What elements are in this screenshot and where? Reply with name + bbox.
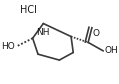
Text: OH: OH: [104, 46, 118, 55]
Text: HO: HO: [1, 42, 15, 51]
Text: NH: NH: [37, 28, 50, 37]
Text: O: O: [93, 29, 100, 38]
Text: HCl: HCl: [20, 5, 37, 15]
